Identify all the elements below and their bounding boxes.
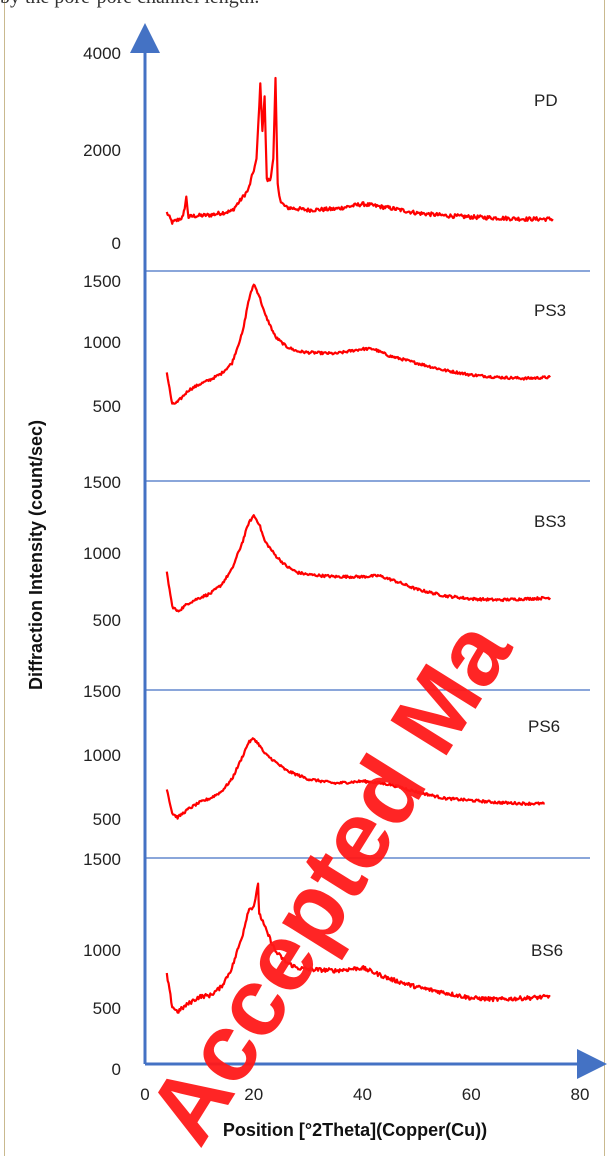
watermark: Accepted Ma: [127, 602, 532, 1156]
series-line-ps6: [165, 737, 545, 820]
x-tick-label: 60: [462, 1085, 481, 1104]
page-frame-left: [4, 0, 5, 1156]
y-tick-label: 4000: [83, 44, 121, 63]
y-tick-label: 500: [93, 999, 121, 1018]
y-tick-label: 500: [93, 611, 121, 630]
x-tick-label: 0: [140, 1085, 149, 1104]
series-label-ps6: PS6: [528, 717, 560, 736]
y-tick-label: 2000: [83, 141, 121, 160]
y-tick-label: 0: [112, 234, 121, 253]
series-line-ps3: [165, 283, 551, 405]
y-tick-label: 500: [93, 810, 121, 829]
y-tick-label: 1500: [83, 272, 121, 291]
series-line-bs3: [165, 514, 552, 613]
y-tick-label: 1000: [83, 544, 121, 563]
y-tick-label: 1000: [83, 333, 121, 352]
series-line-bs6: [165, 882, 551, 1014]
x-tick-label: 20: [244, 1085, 263, 1104]
y-tick-label: 1500: [83, 850, 121, 869]
series-label-ps3: PS3: [534, 301, 566, 320]
page-frame-right: [604, 0, 605, 1156]
x-tick-label: 80: [571, 1085, 590, 1104]
y-tick-label: 0: [112, 1060, 121, 1079]
header-text-fragment: by the pore-pore channel length.: [0, 0, 259, 9]
series-label-bs3: BS3: [534, 512, 566, 531]
y-tick-label: 1500: [83, 473, 121, 492]
y-tick-label: 1000: [83, 746, 121, 765]
x-axis-title: Position [°2Theta](Copper(Cu)): [223, 1120, 487, 1140]
y-axis-title: Diffraction Intensity (count/sec): [26, 420, 46, 690]
x-tick-label: 40: [353, 1085, 372, 1104]
y-tick-label: 500: [93, 397, 121, 416]
series-label-bs6: BS6: [531, 941, 563, 960]
series-line-pd: [165, 76, 554, 225]
y-tick-label: 1000: [83, 941, 121, 960]
y-tick-label: 1500: [83, 682, 121, 701]
series-label-pd: PD: [534, 91, 558, 110]
